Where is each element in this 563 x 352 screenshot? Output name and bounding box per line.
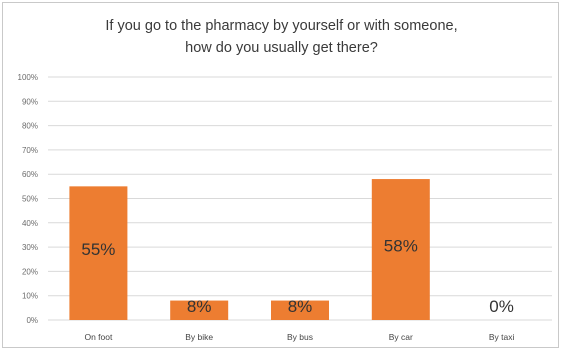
y-tick-label: 80% [22, 122, 38, 131]
data-label: 58% [384, 236, 418, 255]
x-axis-categories: On foot By bike By bus By car By taxi [84, 332, 514, 342]
y-tick-label: 50% [22, 195, 38, 204]
y-tick-label: 70% [22, 146, 38, 155]
y-tick-label: 60% [22, 170, 38, 179]
chart-title-line-2: how do you usually get there? [185, 40, 378, 56]
gridlines [48, 76, 552, 321]
y-axis-ticks: 0% 10% 20% 30% 40% 50% 60% 70% 80% 90% 100% [18, 73, 38, 325]
bar [170, 300, 229, 320]
bar [69, 186, 128, 320]
data-label: 8% [187, 297, 212, 316]
chart-title-line-1: If you go to the pharmacy by yourself or… [105, 18, 458, 34]
y-tick-label: 30% [22, 243, 38, 252]
y-tick-label: 0% [26, 316, 38, 325]
y-tick-label: 20% [22, 267, 38, 276]
bar [371, 179, 430, 320]
y-tick-label: 10% [22, 292, 38, 301]
bars [69, 179, 430, 320]
x-category-label: By car [389, 332, 413, 342]
data-label: 55% [81, 240, 115, 259]
x-category-label: By bike [185, 332, 213, 342]
y-tick-label: 100% [18, 73, 38, 82]
data-label: 0% [489, 297, 514, 316]
x-category-label: By bus [287, 332, 313, 342]
x-category-label: On foot [84, 332, 113, 342]
data-label: 8% [288, 297, 313, 316]
x-category-label: By taxi [489, 332, 515, 342]
y-tick-label: 40% [22, 219, 38, 228]
y-tick-label: 90% [22, 97, 38, 106]
bar [271, 300, 329, 320]
data-labels: 55% 8% 8% 58% 0% [81, 236, 514, 316]
